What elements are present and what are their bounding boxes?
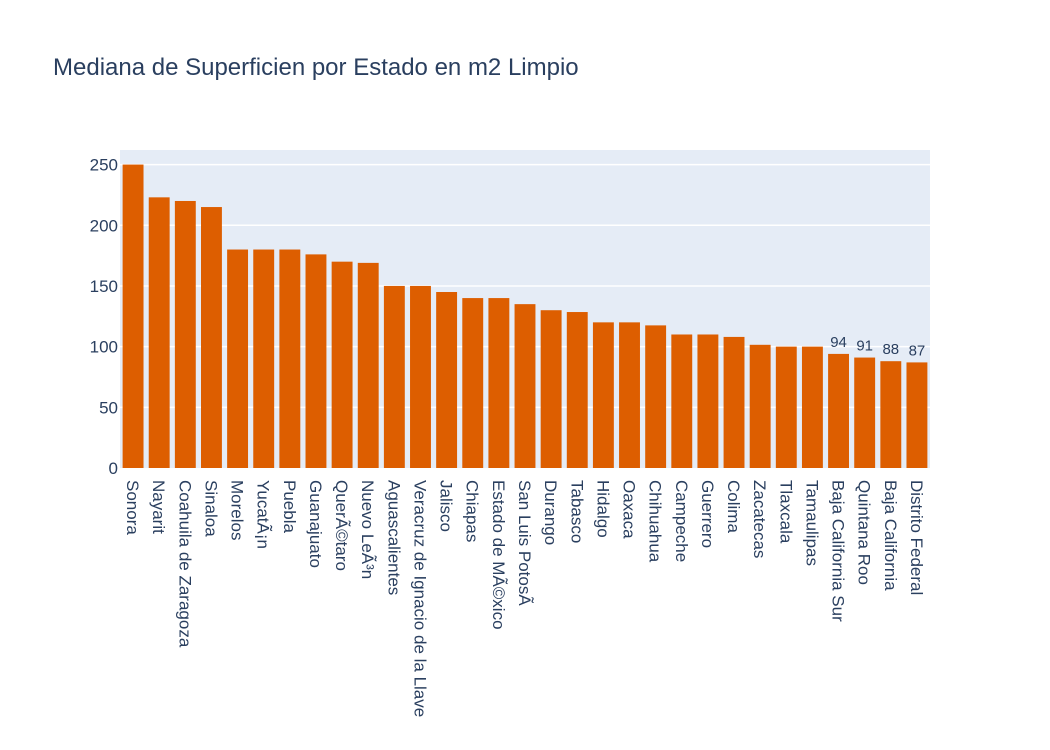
bar [801,346,823,468]
x-tick-label: Estado de MÃ©xico [489,480,508,630]
bar [645,325,667,468]
x-tick-label: Tlaxcala [776,480,795,544]
bar-data-label: 88 [882,341,899,358]
bar-data-label: 94 [830,334,847,351]
x-tick-label: Aguascalientes [384,480,403,595]
bar [775,346,797,468]
x-tick-label: Guanajuato [306,480,325,568]
x-tick-label: Colima [724,480,743,533]
y-tick-label: 50 [99,398,118,417]
bar [201,207,222,468]
bar [723,336,745,468]
bar [148,197,170,468]
bar [253,249,275,468]
x-tick-label: Nuevo LeÃ³n [358,480,377,579]
x-tick-label: Baja California [881,480,900,591]
y-tick-label: 150 [90,277,118,296]
bar [880,361,902,468]
bar [592,322,614,468]
bar [854,357,876,468]
bar [540,310,562,468]
bars [122,164,928,468]
bar [279,249,301,468]
chart-title: Mediana de Superficien por Estado en m2 … [53,54,579,81]
x-tick-label: Tamaulipas [802,480,821,566]
bar [619,322,640,468]
bar [488,298,510,468]
x-tick-label: Chiapas [463,480,482,542]
bar [436,292,458,468]
x-tick-label: Durango [541,480,560,545]
y-axis-ticks: 0 50 100 150 200 250 [90,156,118,478]
x-tick-label: Sinaloa [201,480,220,537]
x-tick-label: YucatÃ¡n [254,480,273,549]
x-tick-label: Hidalgo [593,480,612,538]
y-tick-label: 100 [90,338,118,357]
y-tick-label: 200 [90,216,118,235]
bar-data-label: 91 [856,338,873,355]
y-tick-label: 250 [90,156,118,175]
x-axis-ticks: Sonora Nayarit Coahuila de Zaragoza Sinaloa… [123,480,926,717]
x-tick-label: Nayarit [149,480,168,534]
x-tick-label: Sonora [123,480,142,535]
bar [697,334,719,468]
x-tick-label: Oaxaca [620,480,639,539]
bar [906,362,928,468]
x-tick-label: Tabasco [567,480,586,543]
y-tick-label: 0 [109,459,118,478]
x-tick-label: Coahuila de Zaragoza [175,480,194,648]
bar [410,285,431,468]
bar [828,353,849,468]
bar [462,298,484,468]
bar [566,312,588,468]
x-tick-label: Morelos [228,480,247,540]
x-tick-label: Puebla [280,480,299,533]
x-tick-label: Veracruz de Ignacio de la Llave [410,480,429,717]
bar [174,200,196,468]
x-tick-label: Chihuahua [646,480,665,563]
x-tick-label: San Luis PotosÃ [515,480,534,606]
x-tick-label: Quintana Roo [855,480,874,585]
bar [227,249,249,468]
bar [122,164,144,468]
x-tick-label: Baja California Sur [829,480,848,622]
bar [357,262,379,468]
bar [331,261,353,468]
bar [514,304,536,468]
x-tick-label: Jalisco [437,480,456,532]
x-tick-label: Distrito Federal [907,480,926,595]
bar [383,285,405,468]
bar [749,344,771,468]
x-tick-label: Guerrero [698,480,717,548]
bar [305,254,327,468]
x-tick-label: QuerÃ©taro [332,480,351,571]
x-tick-label: Zacatecas [750,480,769,558]
bar-data-label: 87 [909,342,926,359]
data-labels: 94 91 88 87 [830,334,925,359]
bar [671,334,693,468]
x-tick-label: Campeche [672,480,691,562]
